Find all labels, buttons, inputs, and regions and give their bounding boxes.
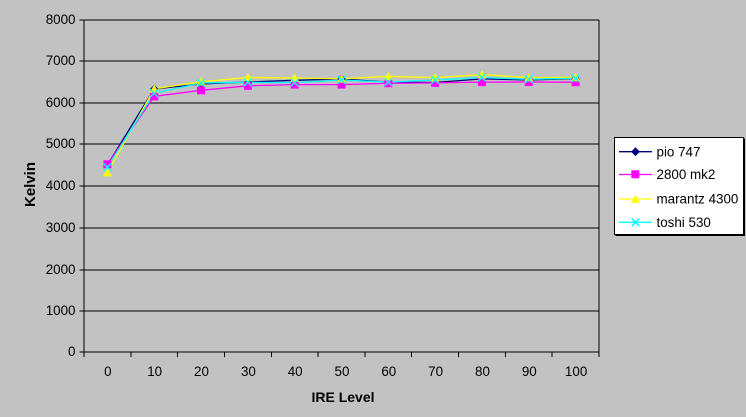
- svg-text:IRE Level: IRE Level: [311, 389, 374, 405]
- svg-text:pio 747: pio 747: [657, 144, 701, 159]
- svg-text:80: 80: [475, 364, 490, 379]
- svg-text:30: 30: [241, 364, 256, 379]
- svg-text:7000: 7000: [46, 53, 76, 68]
- svg-text:Kelvin: Kelvin: [22, 162, 39, 207]
- svg-text:1000: 1000: [46, 303, 76, 318]
- svg-text:toshi 530: toshi 530: [657, 215, 711, 230]
- svg-text:20: 20: [194, 364, 209, 379]
- svg-text:0: 0: [104, 364, 111, 379]
- svg-text:4000: 4000: [46, 178, 76, 193]
- svg-text:5000: 5000: [46, 136, 76, 151]
- svg-text:2800 mk2: 2800 mk2: [657, 167, 716, 182]
- svg-text:2000: 2000: [46, 262, 76, 277]
- svg-text:70: 70: [428, 364, 443, 379]
- svg-text:marantz 4300: marantz 4300: [657, 192, 739, 207]
- svg-text:10: 10: [147, 364, 162, 379]
- svg-text:60: 60: [381, 364, 396, 379]
- svg-text:0: 0: [68, 344, 75, 359]
- svg-text:40: 40: [288, 364, 303, 379]
- svg-text:3000: 3000: [46, 220, 76, 235]
- svg-text:50: 50: [335, 364, 350, 379]
- svg-text:90: 90: [522, 364, 537, 379]
- svg-text:100: 100: [565, 364, 587, 379]
- svg-text:8000: 8000: [46, 12, 76, 27]
- svg-text:6000: 6000: [46, 95, 76, 110]
